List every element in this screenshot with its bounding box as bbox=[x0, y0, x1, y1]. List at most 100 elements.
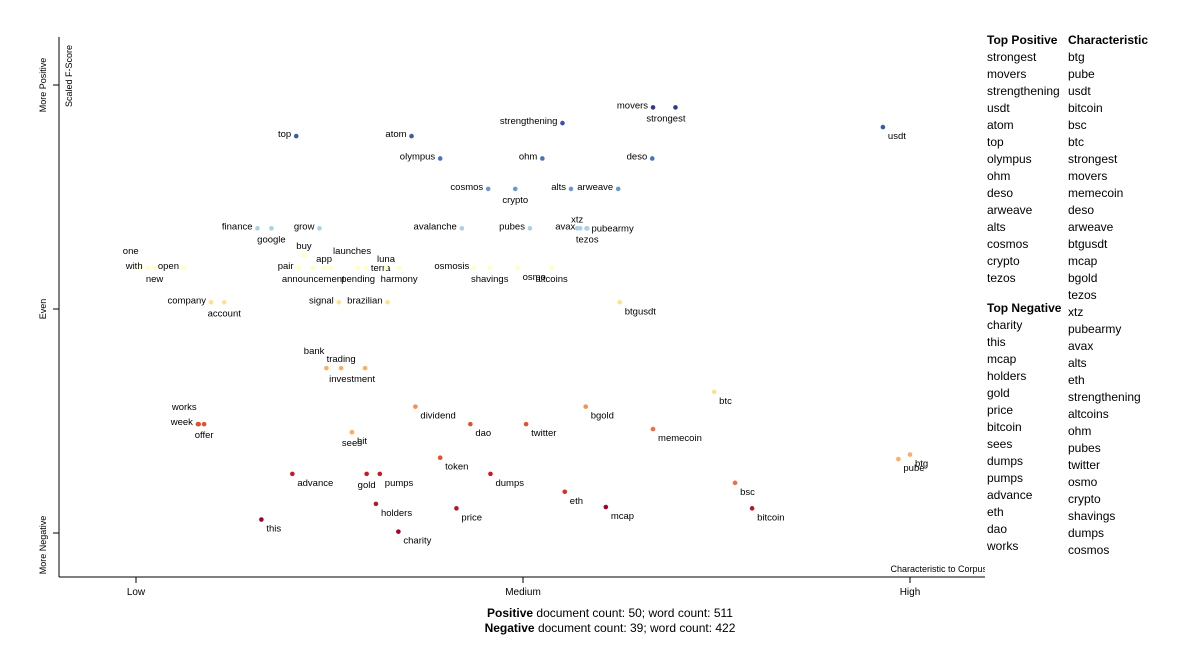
point-label-offer: offer bbox=[195, 430, 214, 441]
top-negative-item[interactable]: gold bbox=[987, 386, 1010, 400]
characteristic-item[interactable]: alts bbox=[1068, 356, 1087, 370]
top-negative-item[interactable]: bitcoin bbox=[987, 420, 1022, 434]
characteristic-item[interactable]: mcap bbox=[1068, 254, 1098, 268]
characteristic-item[interactable]: twitter bbox=[1068, 458, 1101, 472]
point-bitcoin bbox=[749, 506, 755, 511]
characteristic-heading: Characteristic bbox=[1068, 33, 1149, 47]
characteristic-item[interactable]: bitcoin bbox=[1068, 101, 1103, 115]
point-btc bbox=[711, 389, 717, 395]
characteristic-item[interactable]: strongest bbox=[1068, 152, 1118, 166]
characteristic-item[interactable]: bgold bbox=[1068, 271, 1098, 285]
top-positive-item[interactable]: deso bbox=[987, 186, 1014, 200]
point-pumps bbox=[377, 471, 383, 477]
point-label-pumps: pumps bbox=[385, 478, 414, 489]
point-company bbox=[208, 299, 214, 305]
characteristic-item[interactable]: pubearmy bbox=[1068, 322, 1122, 336]
characteristic-item[interactable]: crypto bbox=[1068, 492, 1101, 506]
top-positive-heading: Top Positive bbox=[987, 33, 1058, 47]
characteristic-item[interactable]: osmo bbox=[1068, 475, 1098, 489]
point-label-week: week bbox=[170, 417, 193, 428]
point-token bbox=[437, 455, 443, 461]
point-app bbox=[321, 265, 327, 271]
point-shavings bbox=[487, 265, 493, 271]
characteristic-item[interactable]: btg bbox=[1068, 50, 1085, 64]
point-pubearmy bbox=[584, 226, 589, 231]
point-luna bbox=[383, 265, 389, 271]
top-negative-item[interactable]: holders bbox=[987, 369, 1027, 383]
characteristic-item[interactable]: arweave bbox=[1068, 220, 1114, 234]
characteristic-item[interactable]: cosmos bbox=[1068, 543, 1110, 557]
point-harmony bbox=[396, 265, 402, 271]
characteristic-item[interactable]: xtz bbox=[1068, 305, 1084, 319]
x-tick-label: Medium bbox=[505, 587, 541, 598]
top-positive-item[interactable]: atom bbox=[987, 118, 1014, 132]
characteristic-item[interactable]: ohm bbox=[1068, 424, 1092, 438]
point-finance bbox=[255, 226, 260, 231]
characteristic-item[interactable]: strengthening bbox=[1068, 390, 1141, 404]
characteristic-item[interactable]: pube bbox=[1068, 67, 1095, 81]
top-positive-item[interactable]: movers bbox=[987, 67, 1027, 81]
point-avalanche bbox=[459, 226, 465, 231]
characteristic-item[interactable]: avax bbox=[1068, 339, 1094, 353]
point-label-cosmos: cosmos bbox=[450, 182, 483, 193]
point-label-pubes: pubes bbox=[499, 221, 525, 232]
characteristic-item[interactable]: deso bbox=[1068, 203, 1095, 217]
point-announcement bbox=[310, 265, 316, 271]
characteristic-item[interactable]: btc bbox=[1068, 135, 1085, 149]
point-sees bbox=[349, 429, 355, 435]
top-positive-item[interactable]: strongest bbox=[987, 50, 1037, 64]
top-negative-item[interactable]: pumps bbox=[987, 471, 1024, 485]
top-negative-item[interactable]: charity bbox=[987, 318, 1023, 332]
characteristic-item[interactable]: usdt bbox=[1068, 84, 1091, 98]
top-negative-list: charity this mcap holders gold price bitcoin se… bbox=[987, 317, 1065, 555]
point-grow bbox=[317, 226, 322, 231]
characteristic-item[interactable]: btgusdt bbox=[1068, 237, 1108, 251]
top-positive-item[interactable]: alts bbox=[987, 220, 1006, 234]
top-positive-item[interactable]: olympus bbox=[987, 152, 1032, 166]
point-pube bbox=[896, 456, 901, 462]
point-strongest bbox=[673, 105, 678, 110]
top-negative-item[interactable]: mcap bbox=[987, 352, 1017, 366]
point-label-gold: gold bbox=[358, 480, 376, 491]
point-deso bbox=[649, 156, 655, 161]
characteristic-item[interactable]: shavings bbox=[1068, 509, 1116, 523]
top-positive-item[interactable]: tezos bbox=[987, 271, 1016, 285]
top-negative-item[interactable]: dao bbox=[987, 522, 1008, 536]
top-negative-item[interactable]: eth bbox=[987, 505, 1004, 519]
top-negative-item[interactable]: sees bbox=[987, 437, 1013, 451]
point-label-with: with bbox=[125, 261, 143, 272]
top-negative-item[interactable]: advance bbox=[987, 488, 1033, 502]
point-label-new: new bbox=[146, 274, 164, 285]
top-negative-item[interactable]: works bbox=[987, 539, 1019, 553]
top-positive-item[interactable]: crypto bbox=[987, 254, 1020, 268]
point-mcap bbox=[603, 504, 609, 510]
point-bsc bbox=[732, 480, 738, 486]
top-negative-item[interactable]: dumps bbox=[987, 454, 1024, 468]
characteristic-item[interactable]: memecoin bbox=[1068, 186, 1124, 200]
data-points: movers strongest strengthening usdt top atom o… bbox=[123, 100, 928, 546]
top-positive-item[interactable]: strengthening bbox=[987, 84, 1060, 98]
top-positive-item[interactable]: ohm bbox=[987, 169, 1011, 183]
point-label-osmo: osmo bbox=[523, 272, 546, 283]
point-osmo bbox=[515, 265, 520, 271]
point-google bbox=[269, 226, 274, 231]
point-pending bbox=[355, 265, 361, 271]
top-positive-item[interactable]: arweave bbox=[987, 203, 1033, 217]
characteristic-item[interactable]: eth bbox=[1068, 373, 1085, 387]
point-label-pubearmy: pubearmy bbox=[591, 223, 633, 234]
top-positive-item[interactable]: top bbox=[987, 135, 1004, 149]
characteristic-item[interactable]: altcoins bbox=[1068, 407, 1109, 421]
point-label-btgusdt: btgusdt bbox=[625, 306, 657, 317]
top-positive-item[interactable]: usdt bbox=[987, 101, 1010, 115]
characteristic-item[interactable]: tezos bbox=[1068, 288, 1097, 302]
point-pubes bbox=[527, 226, 533, 231]
characteristic-item[interactable]: bsc bbox=[1068, 118, 1087, 132]
characteristic-item[interactable]: dumps bbox=[1068, 526, 1105, 540]
characteristic-item[interactable]: movers bbox=[1068, 169, 1108, 183]
point-label-investment: investment bbox=[329, 374, 375, 385]
characteristic-item[interactable]: pubes bbox=[1068, 441, 1101, 455]
point-dao bbox=[468, 421, 473, 427]
top-negative-item[interactable]: price bbox=[987, 403, 1014, 417]
top-positive-item[interactable]: cosmos bbox=[987, 237, 1029, 251]
top-negative-item[interactable]: this bbox=[987, 335, 1006, 349]
